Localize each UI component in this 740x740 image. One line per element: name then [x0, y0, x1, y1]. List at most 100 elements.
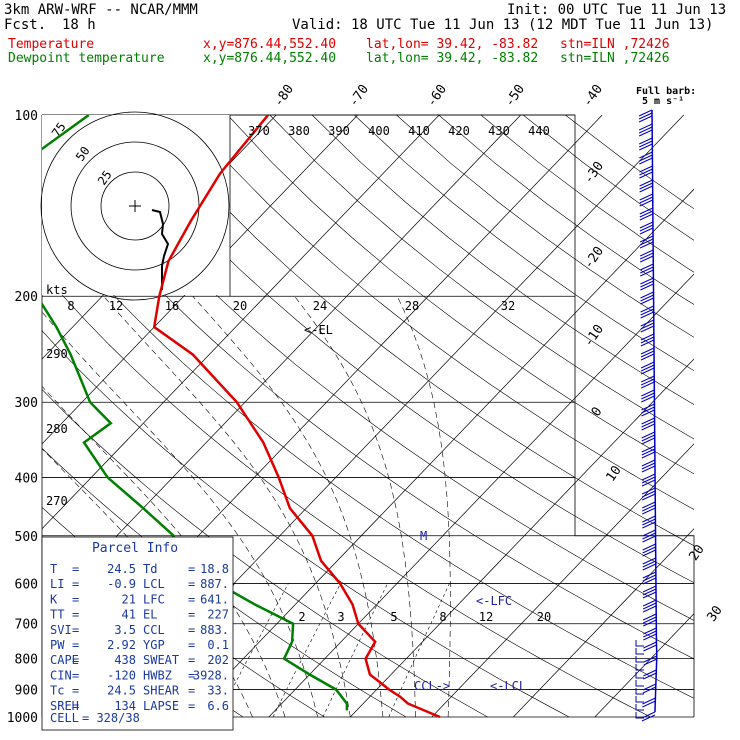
mixing-ratio-label: 2 — [298, 610, 305, 624]
wind-barb — [640, 294, 654, 302]
mixing-ratio-label: 5 — [390, 610, 397, 624]
wind-barb — [640, 347, 655, 355]
parcel-key: LFC — [143, 592, 165, 606]
wind-barb — [641, 417, 655, 425]
wind-barb — [642, 683, 657, 691]
parcel-key: T — [50, 562, 57, 576]
hodograph-axis-label: 12 — [109, 299, 123, 313]
wind-barb — [641, 381, 655, 389]
isotherm-label: -50 — [502, 82, 528, 110]
parcel-info-title: Parcel Info — [92, 541, 178, 556]
wind-barb — [639, 213, 654, 221]
ccl-marker: CCL-> — [414, 679, 450, 693]
parcel-eq: = — [72, 684, 79, 698]
wind-barb — [641, 711, 656, 719]
parcel-eq: = — [72, 623, 79, 637]
wind-barb — [642, 619, 657, 627]
temperature-stn: stn=ILN ,72426 — [560, 37, 670, 52]
wind-barb — [641, 403, 655, 411]
wind-barb — [642, 686, 657, 694]
wind-barb — [641, 493, 656, 501]
wind-barb — [639, 185, 653, 193]
wind-barb — [642, 577, 657, 585]
wind-barb — [641, 434, 655, 442]
wind-barb — [642, 616, 657, 624]
wind-barb — [641, 445, 656, 453]
wind-barb — [639, 168, 653, 176]
parcel-key: LAPSE — [143, 699, 179, 713]
hodograph-axis-label: 24 — [313, 299, 327, 313]
wind-barb — [640, 319, 654, 327]
wind-barb — [639, 249, 654, 257]
wind-barb — [638, 109, 653, 117]
parcel-value: 33. — [207, 684, 229, 698]
theta-label: 400 — [368, 124, 390, 138]
isotherm-label: 30 — [704, 603, 725, 624]
wind-barb — [635, 688, 644, 695]
dewpoint-latlon: lat,lon= 39.42, -83.82 — [366, 51, 539, 66]
wind-barb — [640, 350, 655, 358]
wind-barb — [640, 269, 654, 277]
moist-adiabat-line — [42, 448, 253, 718]
init-time: Init: 00 UTC Tue 11 Jun 13 — [507, 2, 727, 18]
wind-barb — [642, 532, 656, 540]
parcel-key: CIN — [50, 668, 72, 682]
hodograph-axis-label: 8 — [67, 299, 74, 313]
wind-barb — [642, 535, 656, 543]
parcel-key: PW — [50, 638, 65, 652]
wind-barb — [642, 501, 656, 509]
wind-barb — [639, 193, 653, 201]
parcel-eq: = — [188, 608, 195, 622]
wind-barb — [641, 406, 655, 414]
parcel-eq: = — [72, 608, 79, 622]
parcel-value: 227 — [207, 608, 229, 622]
dry-adiabat-line — [227, 114, 694, 475]
parcel-value: 883. — [200, 623, 229, 637]
wind-barb — [638, 126, 653, 134]
wind-barb — [635, 664, 644, 671]
wind-barb — [642, 585, 657, 593]
isotherm-label: 20 — [686, 542, 707, 563]
parcel-key: SWEAT — [143, 653, 179, 667]
wind-barb — [640, 367, 655, 375]
wind-barb — [640, 325, 654, 333]
isotherm-label: 10 — [603, 463, 624, 484]
theta-label: 410 — [408, 124, 430, 138]
parcel-key: HWBZ — [143, 668, 172, 682]
pressure-label: 1000 — [7, 711, 38, 726]
wind-barb — [642, 605, 657, 613]
wind-barb — [641, 409, 655, 417]
wind-barb — [639, 210, 654, 218]
parcel-eq: = — [188, 653, 195, 667]
wind-barb — [642, 546, 656, 554]
wind-barb — [641, 479, 656, 487]
moist-adiabat-line — [294, 296, 416, 718]
wind-barb — [642, 518, 656, 526]
barb-unit: 5 m s⁻¹ — [642, 96, 684, 107]
pressure-label: 300 — [15, 396, 38, 411]
mixing-ratio-line — [272, 583, 341, 718]
wind-barb — [635, 680, 644, 687]
temperature-latlon: lat,lon= 39.42, -83.82 — [366, 37, 539, 52]
wind-barb — [641, 375, 655, 383]
pressure-label: 600 — [15, 577, 38, 592]
wind-barb — [640, 311, 654, 319]
mixing-ratio-line — [322, 583, 388, 718]
wind-barb — [643, 630, 657, 638]
wind-barb — [641, 423, 655, 431]
wind-barb — [640, 364, 655, 372]
parcel-value: 134 — [114, 699, 136, 713]
model-title: 3km ARW-WRF -- NCAR/MMM — [4, 2, 198, 18]
wind-barb — [641, 378, 655, 386]
barb-title: Full barb: — [636, 86, 696, 97]
temperature-legend: Temperature — [8, 37, 95, 52]
parcel-key: LI — [50, 577, 64, 591]
parcel-eq: = — [188, 623, 195, 637]
wind-barb — [642, 504, 656, 512]
parcel-eq: = — [188, 592, 195, 606]
parcel-eq: = — [72, 592, 79, 606]
wind-barb — [639, 140, 653, 148]
wind-barb — [643, 633, 657, 641]
wind-barb — [639, 221, 654, 229]
parcel-eq: = — [188, 562, 195, 576]
